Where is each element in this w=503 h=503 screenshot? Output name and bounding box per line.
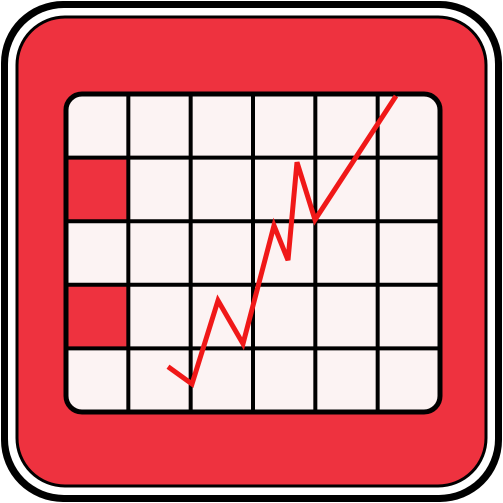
grid-frame xyxy=(63,91,443,415)
grid-lines xyxy=(66,94,440,412)
trend-line-up xyxy=(166,94,399,389)
highlighted-cell-1 xyxy=(66,157,129,222)
highlighted-cell-2 xyxy=(66,284,129,349)
calendar-grid xyxy=(63,91,443,415)
grid-highlighted-cells xyxy=(66,157,129,349)
